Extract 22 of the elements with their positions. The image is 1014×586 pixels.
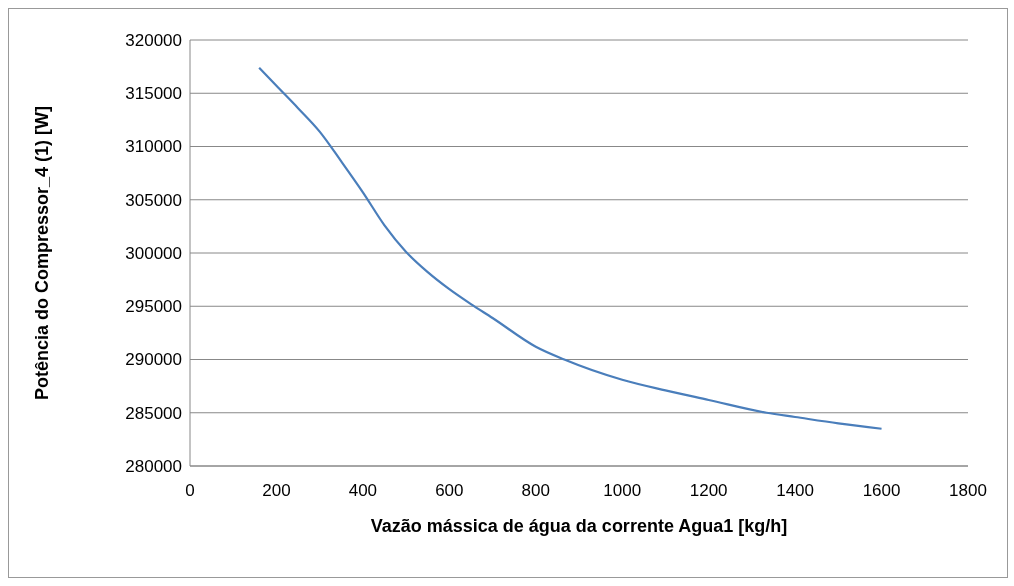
y-tick-label: 300000 bbox=[125, 243, 182, 263]
x-tick-label: 0 bbox=[185, 481, 195, 500]
y-tick-label: 280000 bbox=[125, 456, 182, 476]
y-tick-label: 315000 bbox=[125, 84, 182, 104]
x-tick-label: 600 bbox=[435, 481, 464, 500]
x-tick-label: 200 bbox=[262, 481, 291, 500]
x-axis-title: Vazão mássica de água da corrente Agua1 [kg/h] bbox=[370, 516, 788, 536]
y-axis-title: Potência do Compressor_4 (1) [W] bbox=[32, 105, 52, 401]
y-tick-label: 290000 bbox=[125, 350, 182, 370]
x-tick-label: 400 bbox=[348, 481, 378, 500]
x-tick-label: 1600 bbox=[862, 481, 901, 500]
y-tick-label: 320000 bbox=[125, 30, 182, 50]
line-series bbox=[258, 66, 883, 430]
y-tick-label: 310000 bbox=[125, 137, 182, 157]
y-tick-label: 285000 bbox=[125, 403, 182, 423]
x-tick-label: 1000 bbox=[603, 481, 642, 500]
x-tick-label: 1400 bbox=[776, 481, 815, 500]
y-tick-label: 295000 bbox=[125, 297, 182, 317]
y-tick-label: 305000 bbox=[125, 190, 182, 210]
x-tick-label: 1200 bbox=[689, 481, 728, 500]
x-tick-label: 800 bbox=[521, 481, 550, 500]
x-tick-label: 1800 bbox=[949, 481, 987, 500]
